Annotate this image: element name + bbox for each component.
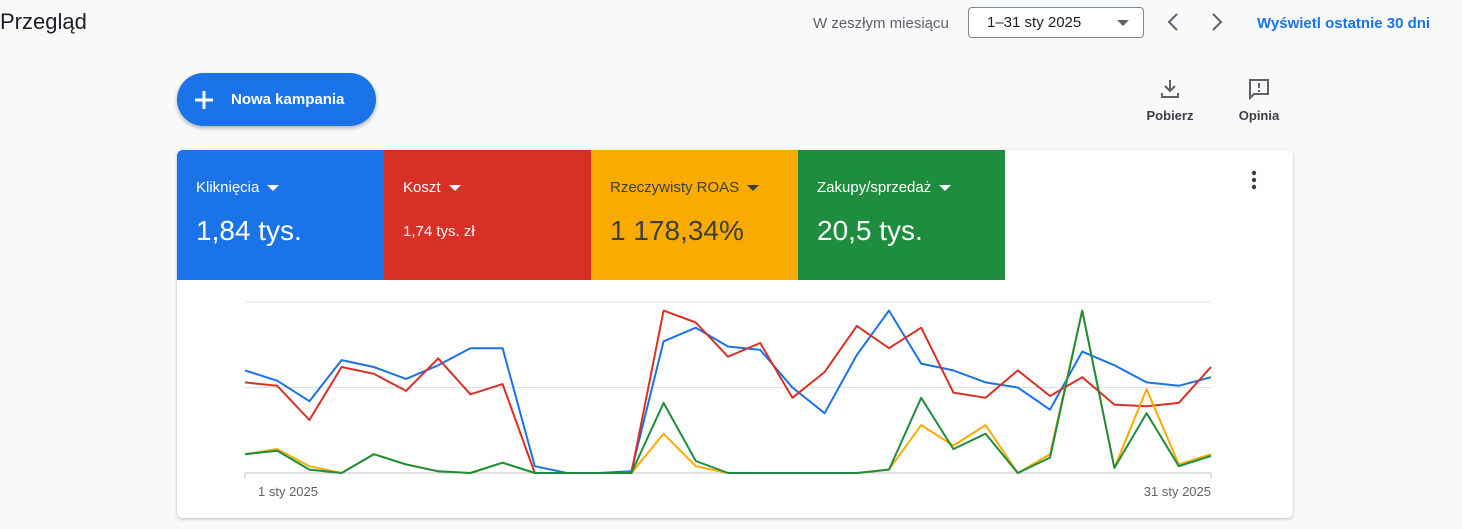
x-tick-label: 1 sty 2025: [258, 484, 318, 499]
dropdown-icon: [267, 185, 279, 191]
series-line: [244, 309, 1212, 474]
metric-value: 20,5 tys.: [817, 215, 923, 246]
download-button[interactable]: Pobierz: [1135, 78, 1205, 123]
last-30-days-link[interactable]: Wyświetl ostatnie 30 dni: [1257, 15, 1431, 32]
line-chart: 1 sty 2025 31 sty 2025: [244, 301, 1212, 499]
series-line: [244, 309, 1212, 474]
feedback-label: Opinia: [1238, 108, 1280, 123]
metric-value: 1,74 tys. zł: [403, 223, 475, 240]
dropdown-icon: [1117, 20, 1129, 26]
date-range-select[interactable]: 1–31 sty 2025: [968, 7, 1144, 38]
page-title: Przegląd: [0, 9, 87, 34]
date-range: 1–31 sty 2025: [987, 14, 1082, 31]
metric-name: Rzeczywisty ROAS: [610, 179, 740, 196]
metric-tab[interactable]: Kliknięcia 1,84 tys.: [177, 150, 384, 280]
more-menu[interactable]: [1251, 170, 1257, 190]
feedback-button[interactable]: Opinia: [1224, 78, 1294, 123]
new-campaign-label: Nowa kampania: [231, 91, 345, 108]
metric-name: Koszt: [403, 179, 441, 196]
dropdown-icon: [449, 185, 461, 191]
prev-button[interactable]: [1164, 12, 1184, 32]
dropdown-icon: [939, 185, 951, 191]
x-tick-label: 31 sty 2025: [1144, 484, 1211, 499]
metric-value: 1,84 tys.: [196, 215, 302, 246]
next-button[interactable]: [1206, 12, 1226, 32]
plus-icon: [195, 91, 213, 109]
chart-card: Kliknięcia 1,84 tys. Koszt 1,74 tys. zł Rzec…: [177, 150, 1293, 518]
metric-tab[interactable]: Koszt 1,74 tys. zł: [384, 150, 591, 280]
series-line: [244, 309, 1212, 474]
period-label: W zeszłym miesiącu: [813, 15, 949, 32]
metric-tab[interactable]: Rzeczywisty ROAS 1 178,34%: [591, 150, 798, 280]
new-campaign-button[interactable]: Nowa kampania: [177, 73, 376, 126]
metric-tab[interactable]: Zakupy/sprzedaż 20,5 tys.: [798, 150, 1005, 280]
download-label: Pobierz: [1146, 108, 1194, 123]
metric-value: 1 178,34%: [610, 215, 744, 246]
series-line: [244, 309, 1212, 474]
download-icon: [1161, 80, 1179, 98]
dropdown-icon: [747, 185, 759, 191]
feedback-icon: [1249, 79, 1269, 100]
metric-name: Zakupy/sprzedaż: [817, 179, 932, 196]
metric-name: Kliknięcia: [196, 179, 260, 196]
